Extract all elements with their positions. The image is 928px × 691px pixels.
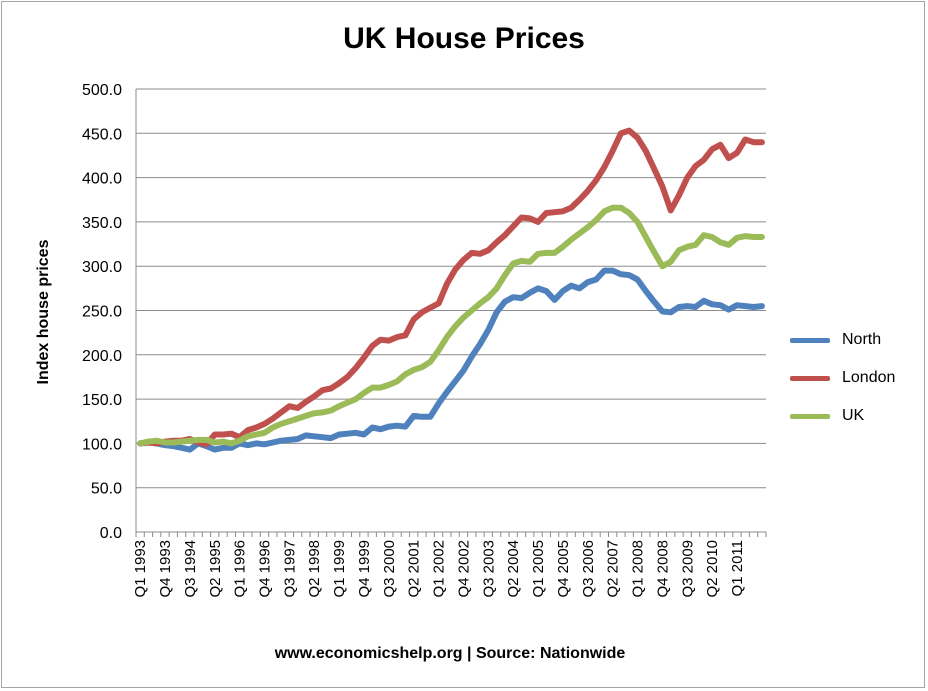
legend-label: UK <box>842 407 865 424</box>
y-tick-label: 100.0 <box>82 436 122 453</box>
x-tick-label: Q4 1996 <box>256 540 273 598</box>
x-tick-label: Q2 1995 <box>207 540 224 598</box>
x-tick-label: Q3 2003 <box>480 540 497 598</box>
x-tick-label: Q3 2009 <box>679 540 696 598</box>
x-tick-label: Q4 2002 <box>455 540 472 598</box>
legend-item-uk: UK <box>790 406 864 426</box>
legend-swatch <box>790 337 830 343</box>
x-tick-label: Q1 2008 <box>630 540 647 598</box>
x-tick-label: Q4 1993 <box>157 540 174 598</box>
y-tick-label: 250.0 <box>82 304 122 321</box>
legend-item-london: London <box>790 368 895 388</box>
x-tick-label: Q1 1996 <box>232 540 249 598</box>
x-tick-label: Q2 2004 <box>505 540 522 598</box>
series-line-north <box>137 267 765 453</box>
y-tick-label: 200.0 <box>82 348 122 365</box>
x-tick-label: Q3 2006 <box>580 540 597 598</box>
x-tick-label: Q4 2008 <box>654 540 671 598</box>
chart-title: UK House Prices <box>343 22 585 55</box>
legend-label: London <box>842 369 896 386</box>
legend-label: North <box>842 331 882 348</box>
y-tick-label: 0.0 <box>100 525 122 542</box>
legend-swatch <box>790 375 830 381</box>
series-line-london <box>137 127 765 448</box>
x-tick-label: Q1 2005 <box>530 540 547 598</box>
x-tick-label: Q3 1994 <box>182 540 199 598</box>
x-tick-label: Q3 2000 <box>381 540 398 598</box>
x-tick-label: Q2 2001 <box>406 540 423 598</box>
series-line-uk <box>137 204 765 447</box>
x-tick-label: Q4 1999 <box>356 540 373 598</box>
y-tick-label: 400.0 <box>82 171 122 188</box>
x-tick-label: Q2 1998 <box>306 540 323 598</box>
x-axis-label: www.economicshelp.org | Source: Nationwi… <box>274 645 626 662</box>
y-tick-label: 500.0 <box>82 82 122 99</box>
x-tick-label: Q1 2002 <box>431 540 448 598</box>
x-tick-label: Q1 1993 <box>132 540 149 598</box>
x-tick-label: Q3 1997 <box>281 540 298 598</box>
y-tick-label: 150.0 <box>82 392 122 409</box>
y-tick-label: 450.0 <box>82 126 122 143</box>
legend-swatch <box>790 413 830 419</box>
y-tick-label: 350.0 <box>82 215 122 232</box>
x-tick-label: Q1 1999 <box>331 540 348 598</box>
x-tick-label: Q4 2005 <box>555 540 572 598</box>
x-tick-label: Q2 2010 <box>704 540 721 598</box>
y-tick-label: 300.0 <box>82 259 122 276</box>
x-tick-label: Q1 2011 <box>729 540 746 596</box>
y-tick-label: 50.0 <box>91 481 122 498</box>
x-tick-label: Q2 2007 <box>605 540 622 598</box>
legend-item-north: North <box>790 330 881 350</box>
